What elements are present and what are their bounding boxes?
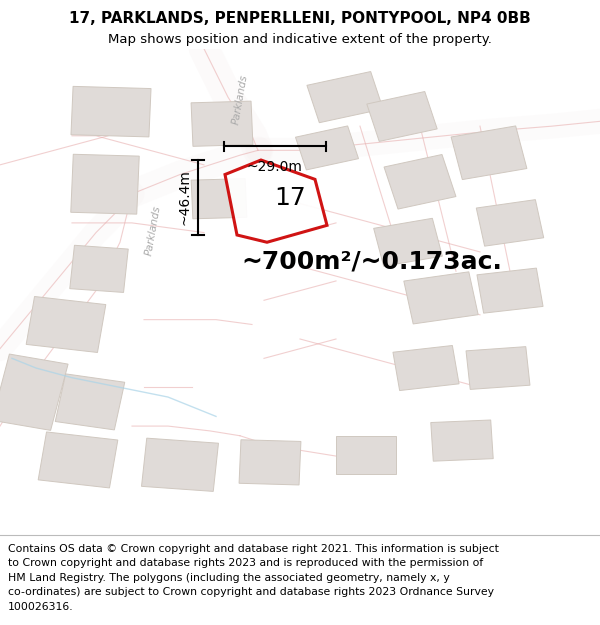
Polygon shape (374, 218, 442, 266)
Polygon shape (384, 154, 456, 209)
Polygon shape (71, 86, 151, 137)
Polygon shape (191, 179, 247, 219)
Polygon shape (404, 272, 478, 324)
Polygon shape (55, 374, 125, 430)
Text: 17, PARKLANDS, PENPERLLENI, PONTYPOOL, NP4 0BB: 17, PARKLANDS, PENPERLLENI, PONTYPOOL, N… (69, 11, 531, 26)
Text: 17: 17 (274, 186, 306, 210)
Text: co-ordinates) are subject to Crown copyright and database rights 2023 Ordnance S: co-ordinates) are subject to Crown copyr… (8, 588, 494, 598)
Text: ~700m²/~0.173ac.: ~700m²/~0.173ac. (242, 249, 502, 274)
Polygon shape (431, 420, 493, 461)
Polygon shape (225, 160, 327, 242)
Text: 100026316.: 100026316. (8, 602, 73, 612)
Text: Contains OS data © Crown copyright and database right 2021. This information is : Contains OS data © Crown copyright and d… (8, 544, 499, 554)
Text: Parklands: Parklands (143, 204, 163, 256)
Polygon shape (295, 126, 359, 170)
Text: ~29.0m: ~29.0m (247, 160, 303, 174)
Text: Map shows position and indicative extent of the property.: Map shows position and indicative extent… (108, 33, 492, 46)
Polygon shape (70, 245, 128, 292)
Polygon shape (477, 268, 543, 313)
Text: HM Land Registry. The polygons (including the associated geometry, namely x, y: HM Land Registry. The polygons (includin… (8, 573, 449, 583)
Polygon shape (142, 438, 218, 491)
Polygon shape (466, 347, 530, 389)
Polygon shape (336, 436, 396, 474)
Polygon shape (307, 71, 383, 122)
Text: to Crown copyright and database rights 2023 and is reproduced with the permissio: to Crown copyright and database rights 2… (8, 558, 483, 568)
Polygon shape (0, 354, 68, 431)
Polygon shape (476, 199, 544, 246)
Polygon shape (26, 296, 106, 352)
Polygon shape (38, 432, 118, 488)
Text: Parklands: Parklands (230, 74, 250, 126)
Polygon shape (367, 91, 437, 141)
Polygon shape (451, 126, 527, 179)
Polygon shape (393, 346, 459, 391)
Polygon shape (239, 440, 301, 485)
Polygon shape (71, 154, 139, 214)
Polygon shape (191, 101, 253, 146)
Text: ~46.4m: ~46.4m (178, 169, 192, 225)
